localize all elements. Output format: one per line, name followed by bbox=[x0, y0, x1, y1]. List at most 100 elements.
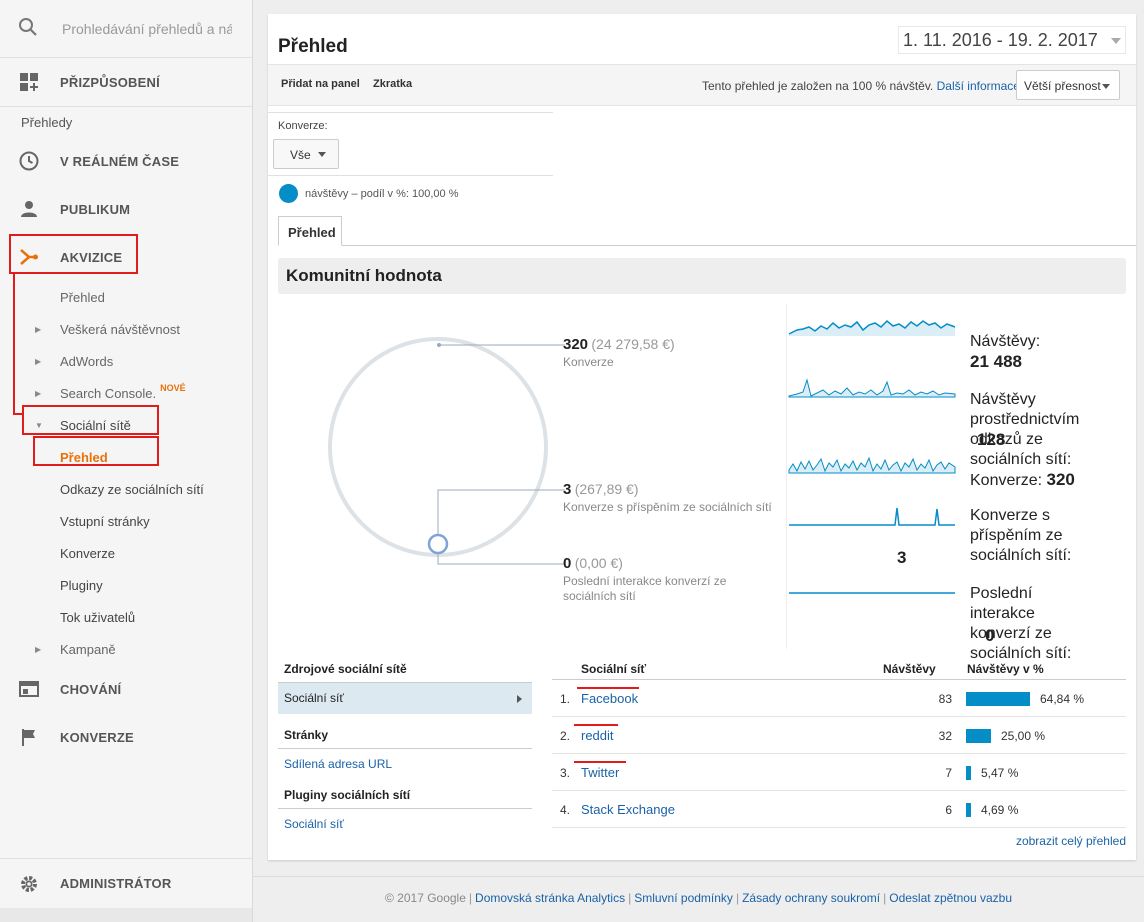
metric-label: Návštěvy: bbox=[970, 333, 1041, 350]
metric-label: Konverze s příspěním ze sociálních sítí: bbox=[970, 507, 1072, 564]
conversions-filter-label: Konverze: bbox=[278, 120, 328, 132]
col-header-pct[interactable]: Návštěvy v % bbox=[967, 662, 1044, 676]
footer-link-terms[interactable]: Smluvní podmínky bbox=[634, 891, 733, 905]
sidebar-bottom-strip bbox=[0, 908, 252, 922]
row-share-pct: 25,00 % bbox=[1001, 729, 1046, 743]
date-range-picker[interactable]: 1. 11. 2016 - 19. 2. 2017 bbox=[898, 26, 1126, 54]
metric-assisted: Konverze s příspěním ze sociálních sítí: bbox=[787, 506, 1127, 566]
sidebar-subitem-label: Přehled bbox=[60, 289, 105, 305]
segment-indicator[interactable]: návštěvy – podíl v %: 100,00 % bbox=[279, 184, 458, 203]
search-icon[interactable] bbox=[18, 17, 38, 40]
metrics-sparklines: Návštěvy: 21 488 Návštěvy prostřednictvím… bbox=[786, 304, 1136, 662]
precision-dropdown[interactable]: Větší přesnost bbox=[1016, 70, 1120, 100]
sidebar-subitem-label: Vstupní stránky bbox=[60, 513, 150, 529]
browser-window-icon bbox=[18, 678, 40, 700]
dashboard-plus-icon bbox=[18, 71, 40, 93]
table-row: 3. Twitter 7 5,47 % bbox=[552, 754, 1126, 791]
sidebar-subitem-campaigns[interactable]: ▶ Kampaně bbox=[0, 633, 252, 665]
assisted-circle bbox=[427, 533, 449, 555]
col-header-visits[interactable]: Návštěvy bbox=[883, 662, 936, 676]
sidebar-item-admin[interactable]: ADMINISTRÁTOR bbox=[0, 858, 252, 908]
tab-overview[interactable]: Přehled bbox=[278, 216, 342, 246]
col-header-network[interactable]: Sociální síť bbox=[581, 662, 647, 676]
row-rank: 3. bbox=[560, 766, 571, 780]
visits-sparkline bbox=[789, 321, 955, 336]
footer-link-privacy[interactable]: Zásady ochrany soukromí bbox=[742, 891, 881, 905]
row-share-bar bbox=[966, 729, 991, 743]
sampling-info: Tento přehled je založen na 100 % návště… bbox=[702, 79, 1020, 93]
row-share-bar bbox=[966, 766, 971, 780]
more-info-link[interactable]: Další informace bbox=[936, 79, 1020, 93]
add-to-dashboard-button[interactable]: Přidat na panel bbox=[281, 78, 360, 90]
sidebar-subitem-search-console[interactable]: ▶ Search Console. NOVÉ bbox=[0, 377, 252, 409]
row-rank: 2. bbox=[560, 729, 571, 743]
dimension-list: Zdrojové sociální sítě Sociální síť Strá… bbox=[278, 654, 532, 840]
sidebar-subitem-users-flow[interactable]: Tok uživatelů bbox=[0, 601, 252, 633]
footer-copyright: © 2017 Google bbox=[385, 891, 466, 905]
sidebar-item-acquisition[interactable]: AKVIZICE bbox=[0, 233, 252, 281]
page-title: Přehled bbox=[278, 36, 348, 57]
shortcut-button[interactable]: Zkratka bbox=[373, 78, 413, 90]
conversions-dot bbox=[437, 343, 441, 347]
sidebar-item-realtime[interactable]: V REÁLNÉM ČASE bbox=[0, 137, 252, 185]
row-visits: 32 bbox=[938, 729, 952, 743]
sidebar-subitem-social[interactable]: ▼ Sociální sítě bbox=[0, 409, 252, 441]
highlight-underline bbox=[577, 687, 639, 689]
conversions-value: 320 bbox=[563, 336, 589, 353]
sidebar-subitem-overview[interactable]: Přehled bbox=[0, 281, 252, 313]
conversions-dropdown-value: Vše bbox=[290, 148, 311, 162]
row-network-link[interactable]: Facebook bbox=[581, 691, 639, 706]
sidebar-item-customize[interactable]: PŘIZPŮSOBENÍ bbox=[0, 58, 252, 107]
sidebar: PŘIZPŮSOBENÍ Přehledy V REÁLNÉM ČASE PUB… bbox=[0, 0, 253, 922]
sidebar-subitem-social-overview[interactable]: Přehled bbox=[0, 441, 252, 473]
dimension-shared-url[interactable]: Sdílená adresa URL bbox=[284, 757, 393, 771]
footer-link-feedback[interactable]: Odeslat zpětnou vazbu bbox=[889, 891, 1012, 905]
search-input[interactable] bbox=[62, 20, 232, 37]
date-range-value: 1. 11. 2016 - 19. 2. 2017 bbox=[903, 29, 1098, 50]
metric-last-interaction-value-row: 0 bbox=[787, 626, 1127, 647]
person-icon bbox=[18, 198, 40, 220]
row-network-link[interactable]: Stack Exchange bbox=[581, 802, 675, 817]
chevron-down-icon bbox=[1111, 38, 1121, 44]
footer-link-home[interactable]: Domovská stránka Analytics bbox=[475, 891, 626, 905]
reports-heading: Přehledy bbox=[21, 115, 73, 130]
conversions-dropdown[interactable]: Vše bbox=[273, 139, 339, 169]
sidebar-subitem-adwords[interactable]: ▶ AdWords bbox=[0, 345, 252, 377]
gear-icon bbox=[18, 873, 40, 895]
sidebar-item-label: AKVIZICE bbox=[60, 249, 123, 265]
row-share-pct: 4,69 % bbox=[981, 803, 1019, 817]
social-network-table: Sociální síť Návštěvy Návštěvy v % 1. Fac… bbox=[552, 654, 1126, 828]
dimension-plugin-network[interactable]: Sociální síť bbox=[284, 817, 344, 831]
assisted-label: Konverze s příspěním ze sociálních sítí bbox=[563, 500, 772, 514]
row-rank: 1. bbox=[560, 692, 571, 706]
chevron-down-icon bbox=[318, 152, 326, 157]
sidebar-item-conversions[interactable]: KONVERZE bbox=[0, 713, 252, 761]
sidebar-subitem-conversions[interactable]: Konverze bbox=[0, 537, 252, 569]
sidebar-subitem-label: Sociální sítě bbox=[60, 417, 131, 433]
full-report-link[interactable]: zobrazit celý přehled bbox=[1015, 834, 1126, 848]
row-visits: 6 bbox=[945, 803, 952, 817]
metric-value: 320 bbox=[1046, 470, 1075, 489]
sidebar-subitem-label: Tok uživatelů bbox=[60, 609, 136, 625]
row-network-link[interactable]: Twitter bbox=[581, 765, 620, 780]
dimension-social-network[interactable]: Sociální síť bbox=[278, 683, 532, 714]
row-network-link[interactable]: reddit bbox=[581, 728, 614, 743]
sidebar-subitem-social-referrals[interactable]: Odkazy ze sociálních sítí bbox=[0, 473, 252, 505]
table-row: 4. Stack Exchange 6 4,69 % bbox=[552, 791, 1126, 828]
metric-value: 3 bbox=[897, 548, 907, 567]
sidebar-item-behavior[interactable]: CHOVÁNÍ bbox=[0, 665, 252, 713]
expand-arrow-icon: ▶ bbox=[35, 356, 42, 366]
sidebar-subitem-plugins[interactable]: Pluginy bbox=[0, 569, 252, 601]
row-share-bar bbox=[966, 692, 1030, 706]
row-rank: 4. bbox=[560, 803, 571, 817]
sidebar-subitem-label: Přehled bbox=[60, 449, 108, 465]
sidebar-subitem-landing-pages[interactable]: Vstupní stránky bbox=[0, 505, 252, 537]
expand-arrow-icon: ▶ bbox=[35, 388, 42, 398]
expand-arrow-icon: ▶ bbox=[35, 644, 42, 654]
metric-value: 128 bbox=[977, 430, 1006, 449]
row-share-bar bbox=[966, 803, 971, 817]
community-value-diagram bbox=[328, 337, 565, 565]
sidebar-subitem-all-traffic[interactable]: ▶ Veškerá návštěvnost bbox=[0, 313, 252, 345]
sidebar-item-audience[interactable]: PUBLIKUM bbox=[0, 185, 252, 233]
footer: © 2017 Google | Domovská stránka Analytics… bbox=[253, 876, 1144, 922]
